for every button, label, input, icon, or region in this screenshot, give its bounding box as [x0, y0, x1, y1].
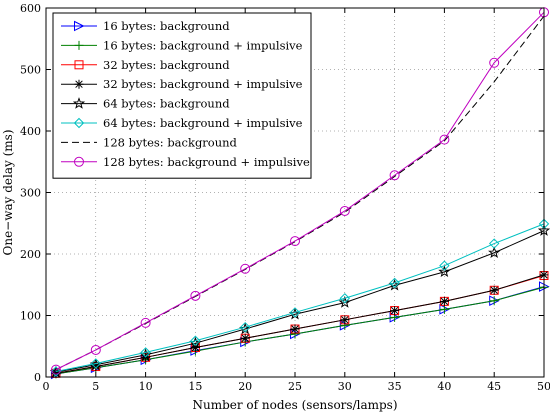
legend-item: 32 bytes: background	[61, 58, 230, 72]
data-point	[190, 290, 201, 301]
x-tick-label: 25	[288, 380, 302, 393]
y-tick-label: 200	[20, 248, 41, 261]
data-point	[140, 347, 151, 358]
y-tick-label: 100	[20, 310, 41, 323]
data-point	[190, 335, 201, 346]
data-point	[90, 344, 101, 355]
data-point	[439, 304, 449, 314]
legend-item: 16 bytes: background	[61, 19, 230, 33]
data-point	[488, 238, 500, 249]
data-point	[240, 263, 251, 274]
y-tick-label: 300	[20, 187, 41, 200]
series-line	[55, 230, 545, 373]
legend-item: 64 bytes: background	[61, 97, 230, 111]
data-point	[489, 296, 499, 306]
series-3	[51, 271, 549, 378]
legend-marker	[74, 79, 84, 89]
legend-label: 64 bytes: background + impulsive	[103, 116, 303, 130]
data-point	[140, 317, 151, 328]
y-axis-title: One−way delay (ms)	[1, 129, 15, 255]
data-point	[339, 205, 350, 216]
series-6	[50, 218, 550, 377]
data-point	[50, 364, 61, 375]
legend-marker	[74, 40, 84, 50]
legend-item: 64 bytes: background + impulsive	[61, 116, 303, 130]
data-point	[50, 366, 62, 377]
data-point	[190, 342, 200, 352]
series-8	[50, 7, 549, 375]
data-point	[240, 333, 250, 343]
data-point	[390, 306, 400, 316]
data-point	[338, 296, 351, 308]
x-tick-label: 50	[537, 380, 550, 393]
y-tick-label: 500	[20, 64, 41, 77]
legend-label: 32 bytes: background	[103, 58, 230, 72]
x-tick-label: 5	[92, 380, 99, 393]
series-line	[55, 223, 545, 372]
legend-marker	[74, 156, 84, 167]
legend-box	[52, 12, 312, 179]
data-point	[239, 321, 251, 333]
x-axis-title: Number of nodes (sensors/lamps)	[192, 398, 397, 412]
y-tick-label: 0	[34, 371, 41, 384]
series-5	[49, 224, 550, 378]
legend-item: 16 bytes: background + impulsive	[61, 38, 303, 52]
legend-label: 16 bytes: background	[103, 19, 230, 33]
series-1	[50, 281, 550, 380]
legend-label: 128 bytes: background	[103, 135, 238, 149]
data-point	[489, 285, 499, 295]
data-point	[289, 307, 301, 318]
data-point	[290, 324, 300, 334]
series-line	[55, 11, 545, 371]
legend-marker	[72, 97, 86, 109]
series-4	[51, 270, 549, 378]
data-point	[90, 358, 102, 369]
x-tick-label: 45	[487, 380, 501, 393]
x-tick-label: 35	[388, 380, 402, 393]
legend-marker	[74, 20, 85, 32]
data-point	[340, 315, 350, 325]
series-2	[51, 282, 549, 379]
x-tick-label: 0	[43, 380, 50, 393]
x-tick-label: 20	[238, 380, 252, 393]
x-tick-label: 40	[437, 380, 451, 393]
legend-marker	[74, 60, 84, 70]
data-point	[339, 293, 351, 304]
y-tick-label: 400	[20, 125, 41, 138]
legend-label: 16 bytes: background + impulsive	[103, 38, 303, 52]
legend-label: 128 bytes: background + impulsive	[103, 155, 310, 169]
legend: 16 bytes: background 16 bytes: background…	[52, 12, 312, 179]
legend-item: 128 bytes: background + impulsive	[61, 155, 310, 169]
data-point	[389, 277, 400, 289]
series-line	[55, 286, 545, 375]
x-tick-label: 10	[139, 380, 153, 393]
x-tick-label: 30	[338, 380, 352, 393]
data-point	[489, 57, 500, 68]
data-point	[439, 296, 449, 306]
series-lines	[49, 7, 550, 380]
legend-label: 32 bytes: background + impulsive	[103, 77, 303, 91]
data-point	[51, 368, 61, 378]
legend-label: 64 bytes: background	[103, 97, 230, 111]
legend-marker	[73, 117, 85, 129]
legend-item: 128 bytes: background	[61, 135, 238, 149]
data-point	[290, 236, 300, 247]
x-tick-label: 15	[188, 380, 202, 393]
data-point	[389, 170, 400, 181]
legend-item: 32 bytes: background + impulsive	[61, 77, 303, 91]
data-point	[439, 134, 450, 145]
data-point	[438, 265, 451, 278]
data-point	[488, 246, 501, 258]
y-tick-label: 600	[20, 2, 41, 15]
series-line	[55, 275, 545, 374]
data-point	[439, 260, 450, 271]
